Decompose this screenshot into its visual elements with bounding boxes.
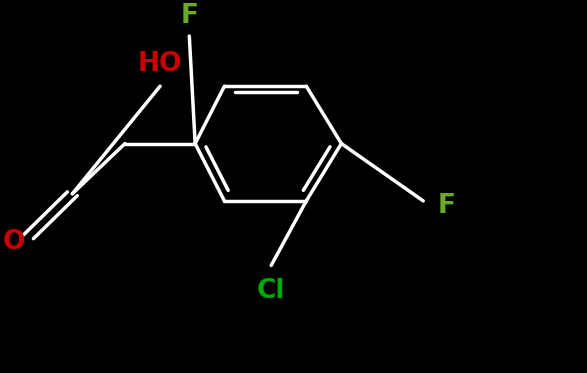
Text: Cl: Cl [257,278,285,304]
Text: F: F [180,3,198,29]
Text: HO: HO [138,51,183,77]
Text: O: O [2,229,25,255]
Text: F: F [438,193,456,219]
